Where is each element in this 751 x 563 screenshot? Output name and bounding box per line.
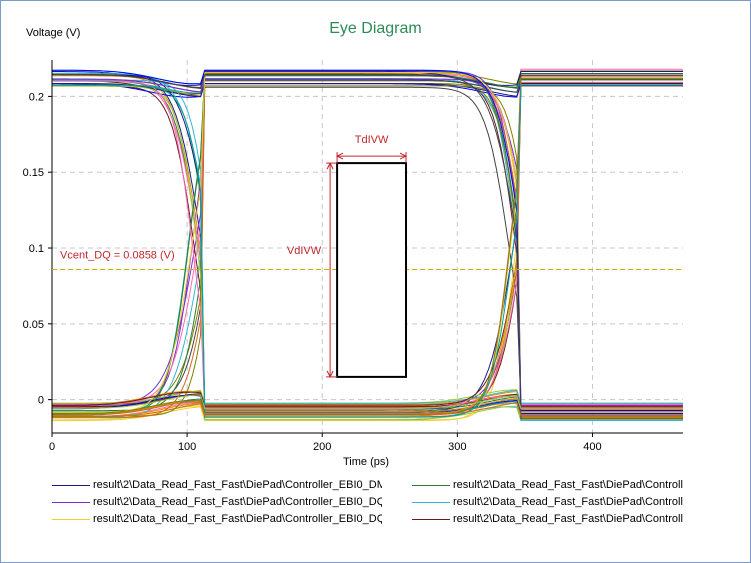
legend-swatch [52,501,90,503]
legend-item: result\2\Data_Read_Fast_Fast\DiePad\Cont… [52,479,382,491]
legend-label: result\2\Data_Read_Fast_Fast\DiePad\Cont… [93,479,382,491]
legend-item: result\2\Data_Read_Fast_Fast\DiePad\Cont… [52,513,382,525]
legend-swatch [412,501,450,503]
eye-trace [52,75,683,412]
legend-label: result\2\Data_Read_Fast_Fast\DiePad\Cont… [453,496,683,508]
legend-item: result\2\Data_Read_Fast_Fast\DiePad\Cont… [412,479,683,491]
eye-trace [52,78,683,415]
y-tick-label: 0.05 [23,319,44,331]
eye-trace [52,74,683,420]
y-axis-label: Voltage (V) [26,27,81,39]
legend-label: result\2\Data_Read_Fast_Fast\DiePad\Cont… [93,496,382,508]
legend-item: result\2\Data_Read_Fast_Fast\DiePad\Cont… [412,496,683,508]
x-tick-label: 300 [448,441,466,453]
legend-swatch [412,518,450,520]
x-axis-label: Time (ps) [343,456,390,468]
tdivw-arrowheads [335,152,408,160]
legend-swatch [52,484,90,486]
eye-trace [52,401,683,416]
x-tick-label: 100 [178,441,196,453]
legend-swatch [52,518,90,520]
legend-label: result\2\Data_Read_Fast_Fast\DiePad\Cont… [453,479,683,491]
legend-item: result\2\Data_Read_Fast_Fast\DiePad\Cont… [52,496,382,508]
eye-trace [52,84,683,418]
legend-label: result\2\Data_Read_Fast_Fast\DiePad\Cont… [93,513,382,525]
y-tick-label: 0.2 [29,91,44,103]
legend-swatch [412,484,450,486]
eye-trace [52,85,683,420]
eye-mask-rect [336,162,408,378]
x-tick-label: 400 [583,441,601,453]
y-tick-label: 0.1 [29,243,44,255]
vdivw-arrowheads [326,161,334,379]
legend-label: result\2\Data_Read_Fast_Fast\DiePad\Cont… [453,513,683,525]
x-tick-label: 200 [313,441,331,453]
eye-trace [52,69,683,411]
tdivw-label: TdIVW [355,134,389,146]
legend-item: result\2\Data_Read_Fast_Fast\DiePad\Cont… [412,513,683,525]
eye-trace [52,394,683,409]
eye-trace [52,80,683,410]
chart-title: Eye Diagram [329,20,422,37]
traces [52,68,683,422]
y-tick-label: 0.15 [23,167,44,179]
eye-trace [52,71,683,413]
vcent-label: Vcent_DQ = 0.0858 (V) [60,250,175,262]
eye-trace [52,75,683,406]
y-tick-label: 0 [38,395,44,407]
x-tick-label: 0 [49,441,55,453]
eye-trace [52,83,683,98]
vdivw-label: VdIVW [287,245,322,257]
